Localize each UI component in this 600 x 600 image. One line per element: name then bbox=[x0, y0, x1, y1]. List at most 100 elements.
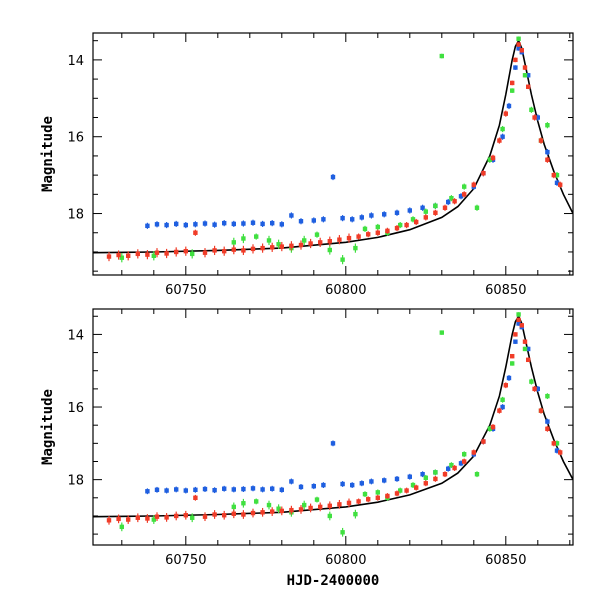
data-point bbox=[151, 517, 156, 522]
data-point bbox=[254, 499, 259, 504]
data-point bbox=[394, 476, 400, 482]
x-tick-label: 60750 bbox=[165, 283, 206, 298]
data-point bbox=[298, 507, 304, 512]
data-point bbox=[231, 487, 236, 492]
data-point bbox=[119, 255, 124, 260]
data-point bbox=[529, 379, 534, 384]
data-point bbox=[202, 486, 208, 492]
data-point bbox=[382, 212, 387, 217]
data-point bbox=[298, 242, 304, 248]
data-point bbox=[474, 472, 480, 477]
data-point bbox=[510, 88, 515, 93]
data-point bbox=[490, 424, 496, 430]
data-point bbox=[446, 466, 451, 471]
data-point bbox=[423, 475, 428, 481]
data-point bbox=[241, 512, 246, 517]
data-point bbox=[407, 474, 412, 479]
data-point bbox=[126, 517, 131, 522]
data-point bbox=[545, 149, 550, 155]
data-point bbox=[554, 441, 560, 446]
data-point bbox=[337, 237, 342, 242]
data-point bbox=[135, 515, 140, 520]
data-point bbox=[231, 247, 236, 252]
data-point bbox=[359, 215, 364, 220]
data-point bbox=[340, 481, 345, 487]
data-point bbox=[532, 386, 537, 392]
data-point bbox=[350, 482, 355, 488]
data-point bbox=[414, 219, 419, 225]
data-point bbox=[522, 339, 528, 344]
data-point bbox=[241, 486, 246, 492]
data-point bbox=[516, 321, 521, 326]
data-point bbox=[260, 487, 265, 492]
data-point bbox=[298, 219, 304, 224]
data-point bbox=[423, 209, 428, 214]
data-point bbox=[554, 172, 560, 178]
data-point bbox=[346, 500, 352, 506]
data-point bbox=[506, 103, 512, 109]
data-point bbox=[327, 503, 332, 508]
data-point bbox=[519, 323, 524, 328]
plot-frame bbox=[92, 32, 574, 276]
y-tick-label: 18 bbox=[67, 208, 84, 223]
data-point bbox=[356, 499, 361, 504]
data-point bbox=[190, 515, 195, 520]
data-point bbox=[532, 115, 537, 120]
data-point bbox=[385, 228, 390, 234]
data-point bbox=[503, 383, 508, 388]
data-point bbox=[538, 408, 544, 413]
data-point bbox=[510, 80, 515, 86]
data-point bbox=[222, 220, 227, 226]
data-point bbox=[369, 213, 374, 218]
y-axis-label: Magnitude bbox=[40, 116, 56, 192]
data-point bbox=[164, 222, 169, 228]
data-point bbox=[212, 222, 217, 227]
data-point bbox=[510, 354, 515, 359]
data-point bbox=[538, 138, 544, 143]
data-point bbox=[212, 512, 217, 517]
data-point bbox=[311, 483, 316, 489]
x-tick-label: 60800 bbox=[325, 553, 366, 568]
data-point bbox=[356, 234, 361, 239]
data-point bbox=[423, 215, 428, 220]
data-point bbox=[497, 138, 502, 143]
data-point bbox=[116, 252, 121, 258]
data-point bbox=[551, 441, 556, 446]
data-point bbox=[503, 111, 508, 116]
data-point bbox=[535, 386, 540, 392]
data-point bbox=[410, 482, 416, 488]
data-point bbox=[385, 493, 390, 499]
data-point bbox=[241, 221, 246, 226]
data-point bbox=[519, 48, 524, 53]
data-point bbox=[516, 36, 521, 41]
data-point bbox=[154, 514, 160, 519]
data-point bbox=[375, 495, 380, 500]
data-point bbox=[222, 248, 227, 254]
data-point bbox=[366, 232, 371, 237]
data-point bbox=[404, 488, 409, 493]
data-point bbox=[276, 242, 281, 247]
data-point bbox=[314, 497, 320, 502]
data-point bbox=[487, 426, 492, 432]
x-tick-label: 60800 bbox=[325, 283, 366, 298]
y-tick-label: 14 bbox=[67, 54, 84, 69]
data-point bbox=[222, 486, 227, 491]
data-point bbox=[481, 439, 486, 444]
data-point bbox=[513, 65, 518, 70]
data-point bbox=[260, 245, 265, 251]
data-point bbox=[231, 511, 236, 516]
data-point bbox=[308, 241, 313, 246]
data-point bbox=[279, 508, 284, 514]
data-point bbox=[382, 478, 387, 483]
x-axis-label: HJD-2400000 bbox=[287, 573, 380, 589]
data-point bbox=[366, 497, 371, 502]
data-point bbox=[407, 208, 412, 213]
data-point bbox=[174, 487, 179, 492]
model-curve bbox=[93, 314, 573, 518]
data-point bbox=[193, 222, 198, 227]
data-point bbox=[222, 513, 227, 518]
data-point bbox=[164, 251, 169, 256]
data-point bbox=[449, 462, 454, 468]
data-point bbox=[231, 240, 236, 245]
data-point bbox=[212, 487, 217, 493]
